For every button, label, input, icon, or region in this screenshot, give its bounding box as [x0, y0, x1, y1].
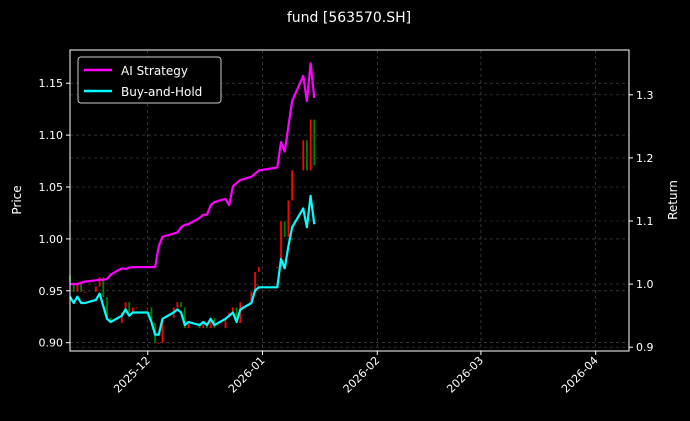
candle	[276, 266, 279, 268]
candle	[109, 317, 112, 323]
candle	[183, 307, 186, 329]
x-axis: 2025-12 2026-01 2026-02 2026-03 2026-04	[111, 351, 601, 396]
candle	[80, 282, 83, 292]
candle	[102, 277, 105, 298]
candle	[313, 119, 316, 166]
legend: AI Strategy Buy-and-Hold	[77, 56, 222, 104]
series-line-ai-strategy	[70, 62, 316, 286]
y-tick-label-right: 1.1	[636, 215, 654, 228]
candle	[180, 302, 182, 308]
candle	[120, 312, 123, 323]
candle	[187, 322, 190, 329]
candle	[231, 307, 234, 313]
candle	[291, 170, 294, 201]
series-line-buy-and-hold	[69, 194, 316, 336]
y-tick-label-left: 0.95	[39, 285, 64, 298]
candle	[209, 317, 212, 329]
legend-box	[77, 56, 222, 104]
candle	[302, 140, 305, 171]
y-tick-label-right: 1.0	[636, 278, 654, 291]
y-axis-left-label: Price	[10, 185, 24, 214]
candle	[124, 302, 127, 313]
candle	[132, 307, 134, 313]
candle	[283, 221, 286, 237]
candle	[146, 307, 149, 309]
legend-label-ai-strategy: AI Strategy	[121, 64, 188, 78]
candle	[280, 221, 282, 267]
candle	[83, 291, 86, 293]
y-tick-label-left: 1.10	[39, 129, 64, 142]
x-tick-label: 2026-04	[559, 354, 601, 396]
candle	[224, 317, 227, 329]
y-tick-label-left: 1.05	[39, 181, 64, 194]
y-tick-label-right: 1.3	[636, 89, 654, 102]
candle	[176, 302, 179, 308]
candle	[309, 119, 312, 171]
candle	[287, 200, 290, 237]
series-lines	[69, 62, 316, 336]
y-axis-right: 0.9 1.0 1.1 1.2 1.3	[629, 89, 654, 354]
x-tick-label: 2026-02	[341, 354, 383, 396]
candle	[250, 291, 253, 303]
y-tick-label-left: 0.90	[39, 337, 64, 350]
y-tick-label-right: 1.2	[636, 152, 654, 165]
plot-frame	[69, 49, 630, 352]
y-tick-label-left: 1.00	[39, 233, 64, 246]
candle	[135, 307, 138, 309]
candle	[161, 317, 164, 343]
candle	[150, 307, 153, 323]
candle	[106, 297, 108, 318]
candle	[235, 307, 238, 323]
candle	[157, 342, 160, 344]
candle	[76, 282, 79, 292]
candle	[257, 266, 260, 273]
candle	[254, 272, 256, 292]
x-tick-label: 2026-01	[226, 354, 268, 396]
legend-label-buy-and-hold: Buy-and-Hold	[121, 85, 202, 99]
y-tick-label-left: 1.15	[39, 77, 64, 90]
candle	[98, 277, 101, 287]
chart-title: fund [563570.SH]	[287, 10, 411, 26]
candle	[306, 140, 308, 171]
y-axis-left: 0.90 0.95 1.00 1.05 1.10 1.15	[39, 77, 70, 350]
candle	[202, 322, 205, 329]
x-tick-label: 2025-12	[111, 354, 153, 396]
x-tick-label: 2026-03	[444, 354, 486, 396]
y-axis-right-label: Return	[666, 180, 680, 220]
candle	[72, 282, 75, 292]
candle	[95, 286, 97, 292]
candle	[128, 302, 131, 313]
y-tick-label-right: 0.9	[636, 341, 654, 354]
